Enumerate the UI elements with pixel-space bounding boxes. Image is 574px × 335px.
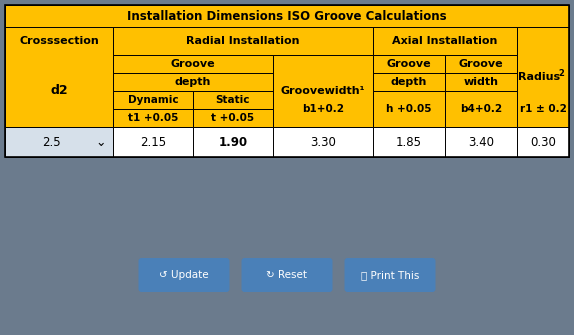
Text: d2: d2 xyxy=(50,84,68,97)
Bar xyxy=(193,91,273,109)
Text: depth: depth xyxy=(175,77,211,87)
Text: 1.90: 1.90 xyxy=(219,135,247,148)
Bar xyxy=(445,55,517,73)
Text: 3.40: 3.40 xyxy=(468,135,494,148)
Text: Dynamic: Dynamic xyxy=(127,95,179,105)
Bar xyxy=(517,127,569,157)
Bar xyxy=(373,55,445,73)
Text: ⎙ Print This: ⎙ Print This xyxy=(361,270,419,280)
Text: 2.15: 2.15 xyxy=(140,135,166,148)
FancyBboxPatch shape xyxy=(242,258,332,292)
Text: Groove: Groove xyxy=(459,59,503,69)
Text: depth: depth xyxy=(391,77,427,87)
Bar xyxy=(373,27,517,55)
Text: Radius: Radius xyxy=(518,72,560,82)
Text: Groovewidth¹: Groovewidth¹ xyxy=(281,86,365,96)
Text: 2: 2 xyxy=(558,68,564,77)
Bar xyxy=(373,127,445,157)
Text: ⌄: ⌄ xyxy=(96,135,106,148)
Bar xyxy=(5,5,569,157)
Text: 3.30: 3.30 xyxy=(310,135,336,148)
Bar xyxy=(113,91,193,109)
FancyBboxPatch shape xyxy=(344,258,436,292)
Bar xyxy=(273,127,373,157)
Bar xyxy=(445,91,517,127)
Text: 1.85: 1.85 xyxy=(396,135,422,148)
Bar xyxy=(517,27,569,127)
Bar xyxy=(113,127,193,157)
Text: Crosssection: Crosssection xyxy=(19,36,99,46)
Bar xyxy=(113,73,273,91)
Text: ↺ Update: ↺ Update xyxy=(159,270,209,280)
Text: Radial Installation: Radial Installation xyxy=(186,36,300,46)
Bar xyxy=(5,127,113,157)
Text: Installation Dimensions ISO Groove Calculations: Installation Dimensions ISO Groove Calcu… xyxy=(127,9,447,22)
Text: t1 +0.05: t1 +0.05 xyxy=(128,113,178,123)
Text: Axial Installation: Axial Installation xyxy=(392,36,498,46)
Bar xyxy=(445,73,517,91)
Text: 2.5: 2.5 xyxy=(42,135,60,148)
Text: t +0.05: t +0.05 xyxy=(211,113,254,123)
Text: width: width xyxy=(463,77,498,87)
Bar xyxy=(5,27,113,127)
Text: h +0.05: h +0.05 xyxy=(386,104,432,114)
Text: b4+0.2: b4+0.2 xyxy=(460,104,502,114)
Bar xyxy=(193,109,273,127)
Bar xyxy=(5,5,569,27)
Text: ↻ Reset: ↻ Reset xyxy=(266,270,308,280)
Text: r1 ± 0.2: r1 ± 0.2 xyxy=(519,104,567,114)
Bar xyxy=(273,55,373,127)
Bar xyxy=(445,127,517,157)
Text: Static: Static xyxy=(216,95,250,105)
Text: Groove: Groove xyxy=(170,59,215,69)
Bar xyxy=(113,55,273,73)
FancyBboxPatch shape xyxy=(138,258,230,292)
Bar xyxy=(113,27,373,55)
Text: 0.30: 0.30 xyxy=(530,135,556,148)
Bar xyxy=(373,73,445,91)
Bar xyxy=(373,91,445,127)
Bar xyxy=(113,109,193,127)
Text: b1+0.2: b1+0.2 xyxy=(302,104,344,114)
Text: Groove: Groove xyxy=(387,59,431,69)
Bar xyxy=(193,127,273,157)
